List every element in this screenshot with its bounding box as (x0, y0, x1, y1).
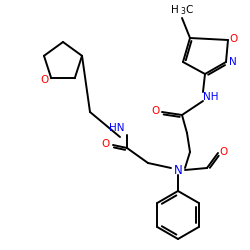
Text: NH: NH (203, 92, 219, 102)
Text: 3: 3 (180, 8, 186, 16)
Text: H: H (171, 5, 179, 15)
Text: N: N (229, 57, 237, 67)
Text: O: O (220, 147, 228, 157)
Text: N: N (174, 164, 182, 176)
Text: O: O (230, 34, 238, 44)
Text: O: O (40, 75, 48, 85)
Text: O: O (102, 139, 110, 149)
Text: HN: HN (109, 123, 125, 133)
Text: O: O (152, 106, 160, 116)
Text: C: C (185, 5, 193, 15)
